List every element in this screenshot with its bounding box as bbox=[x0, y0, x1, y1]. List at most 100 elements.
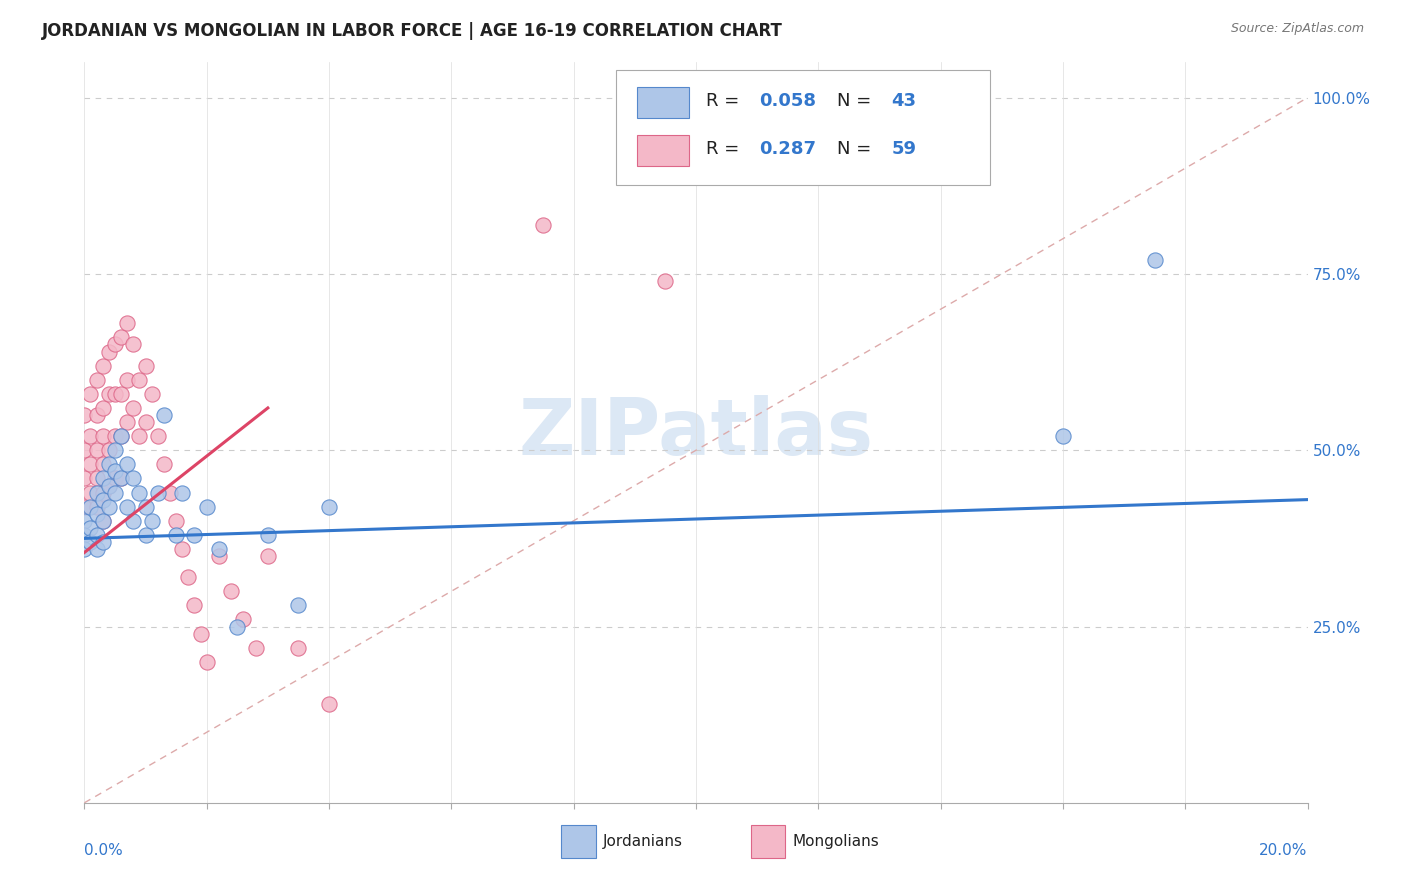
Point bbox=[73, 541, 96, 556]
Point bbox=[79, 485, 101, 500]
Point bbox=[91, 401, 114, 415]
Bar bbox=[751, 825, 786, 858]
Point bbox=[104, 387, 127, 401]
Text: 59: 59 bbox=[891, 140, 917, 158]
Text: Mongolians: Mongolians bbox=[793, 834, 879, 849]
Point bbox=[79, 521, 101, 535]
Point bbox=[104, 471, 127, 485]
Point bbox=[91, 492, 114, 507]
Point bbox=[104, 337, 127, 351]
Point bbox=[177, 570, 200, 584]
Point bbox=[146, 485, 169, 500]
Point bbox=[141, 514, 163, 528]
Point bbox=[115, 458, 138, 472]
Point bbox=[208, 541, 231, 556]
Point bbox=[97, 478, 120, 492]
Point bbox=[104, 443, 127, 458]
Point bbox=[183, 599, 205, 613]
Text: N =: N = bbox=[837, 92, 876, 110]
Point bbox=[122, 337, 145, 351]
Point bbox=[73, 514, 96, 528]
Point bbox=[135, 359, 157, 373]
Bar bbox=[637, 87, 689, 118]
Text: JORDANIAN VS MONGOLIAN IN LABOR FORCE | AGE 16-19 CORRELATION CHART: JORDANIAN VS MONGOLIAN IN LABOR FORCE | … bbox=[42, 22, 783, 40]
Point bbox=[128, 485, 150, 500]
Point bbox=[232, 612, 254, 626]
Point bbox=[110, 429, 132, 443]
Point bbox=[110, 330, 132, 344]
Point bbox=[91, 471, 114, 485]
Point bbox=[79, 387, 101, 401]
Text: N =: N = bbox=[837, 140, 876, 158]
FancyBboxPatch shape bbox=[616, 70, 990, 185]
Point bbox=[91, 359, 114, 373]
Point bbox=[91, 514, 114, 528]
Point bbox=[245, 640, 267, 655]
Point bbox=[128, 429, 150, 443]
Text: Jordanians: Jordanians bbox=[603, 834, 683, 849]
Point bbox=[79, 458, 101, 472]
Point bbox=[172, 541, 194, 556]
Point bbox=[115, 373, 138, 387]
Point bbox=[110, 429, 132, 443]
Bar bbox=[637, 135, 689, 166]
Point bbox=[122, 514, 145, 528]
Text: 20.0%: 20.0% bbox=[1260, 843, 1308, 857]
Point bbox=[208, 549, 231, 563]
Point bbox=[141, 387, 163, 401]
Point bbox=[86, 528, 108, 542]
Point bbox=[110, 471, 132, 485]
Point bbox=[104, 464, 127, 478]
Point bbox=[73, 408, 96, 422]
Point bbox=[91, 535, 114, 549]
Point bbox=[257, 528, 280, 542]
Point bbox=[183, 528, 205, 542]
Point bbox=[73, 528, 96, 542]
Point bbox=[195, 655, 218, 669]
Point bbox=[79, 429, 101, 443]
Point bbox=[86, 500, 108, 514]
Point bbox=[97, 478, 120, 492]
Point bbox=[257, 549, 280, 563]
Point bbox=[104, 485, 127, 500]
Point bbox=[91, 429, 114, 443]
Point bbox=[172, 485, 194, 500]
Point bbox=[531, 218, 554, 232]
Point bbox=[79, 535, 101, 549]
Point bbox=[97, 387, 120, 401]
Point bbox=[135, 415, 157, 429]
Point bbox=[86, 471, 108, 485]
Text: 0.058: 0.058 bbox=[759, 92, 817, 110]
Text: 0.287: 0.287 bbox=[759, 140, 817, 158]
Point bbox=[287, 640, 309, 655]
Point bbox=[115, 316, 138, 330]
Point bbox=[654, 274, 676, 288]
Point bbox=[86, 541, 108, 556]
Point bbox=[86, 408, 108, 422]
Point bbox=[318, 500, 340, 514]
Point bbox=[97, 443, 120, 458]
Point bbox=[110, 471, 132, 485]
Point bbox=[146, 429, 169, 443]
Point bbox=[73, 471, 96, 485]
Point bbox=[195, 500, 218, 514]
Text: R =: R = bbox=[706, 92, 745, 110]
Point bbox=[115, 415, 138, 429]
Text: 43: 43 bbox=[891, 92, 917, 110]
Point bbox=[128, 373, 150, 387]
Point bbox=[86, 373, 108, 387]
Point bbox=[153, 458, 176, 472]
Point bbox=[318, 697, 340, 711]
Point bbox=[1052, 429, 1074, 443]
Point bbox=[86, 443, 108, 458]
Point bbox=[287, 599, 309, 613]
Point bbox=[104, 429, 127, 443]
Point bbox=[73, 443, 96, 458]
Point bbox=[115, 500, 138, 514]
Point bbox=[97, 500, 120, 514]
Bar bbox=[561, 825, 596, 858]
Text: Source: ZipAtlas.com: Source: ZipAtlas.com bbox=[1230, 22, 1364, 36]
Point bbox=[91, 485, 114, 500]
Point bbox=[159, 485, 181, 500]
Point bbox=[165, 528, 187, 542]
